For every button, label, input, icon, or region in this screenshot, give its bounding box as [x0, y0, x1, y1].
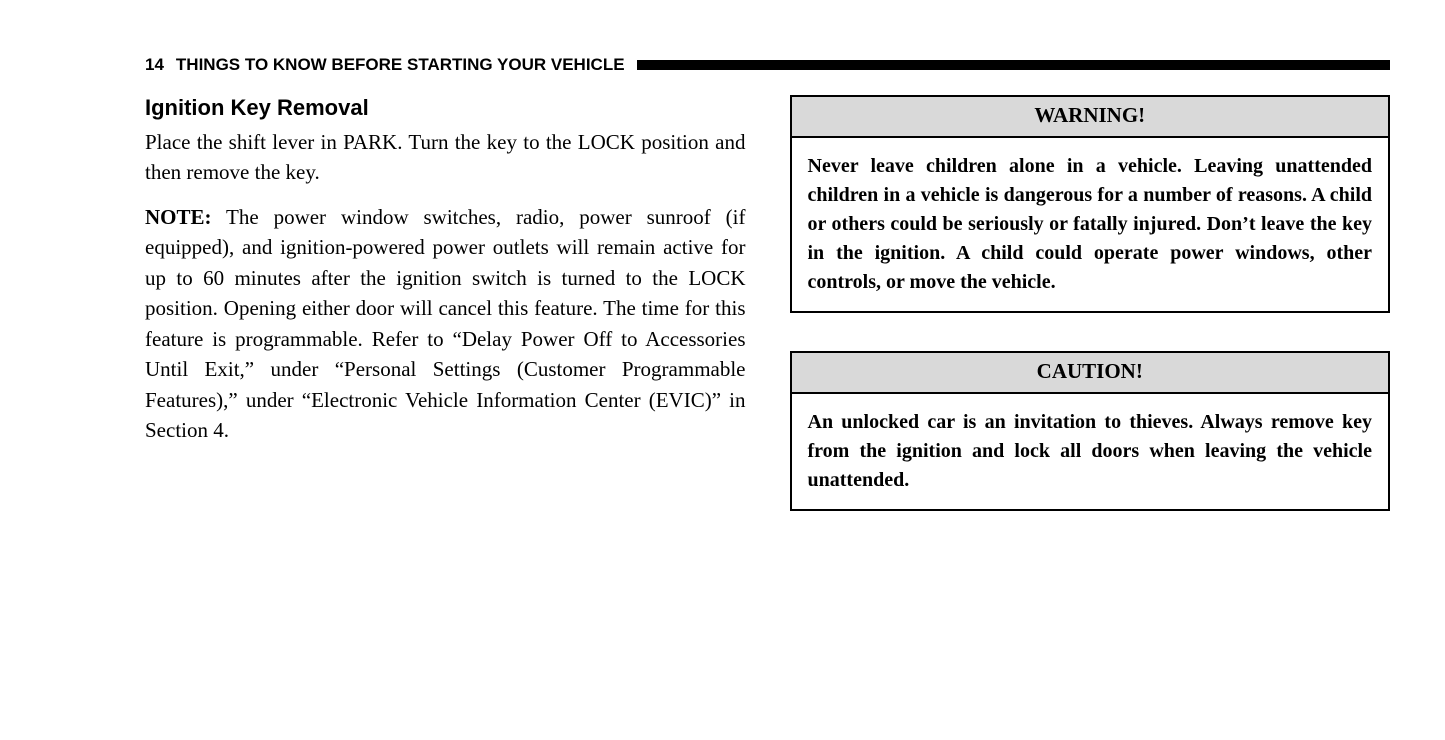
- header-rule: [637, 60, 1390, 70]
- warning-callout: WARNING! Never leave children alone in a…: [790, 95, 1391, 313]
- caution-body: An unlocked car is an invitation to thie…: [792, 394, 1389, 509]
- content-columns: Ignition Key Removal Place the shift lev…: [145, 95, 1390, 549]
- page-header: 14 THINGS TO KNOW BEFORE STARTING YOUR V…: [145, 55, 1390, 75]
- caution-heading: CAUTION!: [792, 353, 1389, 394]
- note-label: NOTE:: [145, 205, 212, 229]
- right-column: WARNING! Never leave children alone in a…: [790, 95, 1391, 549]
- subheading-ignition-key-removal: Ignition Key Removal: [145, 95, 746, 121]
- section-title: THINGS TO KNOW BEFORE STARTING YOUR VEHI…: [176, 55, 625, 75]
- left-column: Ignition Key Removal Place the shift lev…: [145, 95, 746, 549]
- warning-heading: WARNING!: [792, 97, 1389, 138]
- note-text: The power window switches, radio, power …: [145, 205, 746, 442]
- page-number: 14: [145, 55, 164, 75]
- body-paragraph: Place the shift lever in PARK. Turn the …: [145, 127, 746, 188]
- warning-body: Never leave children alone in a vehicle.…: [792, 138, 1389, 311]
- note-paragraph: NOTE: The power window switches, radio, …: [145, 202, 746, 446]
- caution-callout: CAUTION! An unlocked car is an invitatio…: [790, 351, 1391, 511]
